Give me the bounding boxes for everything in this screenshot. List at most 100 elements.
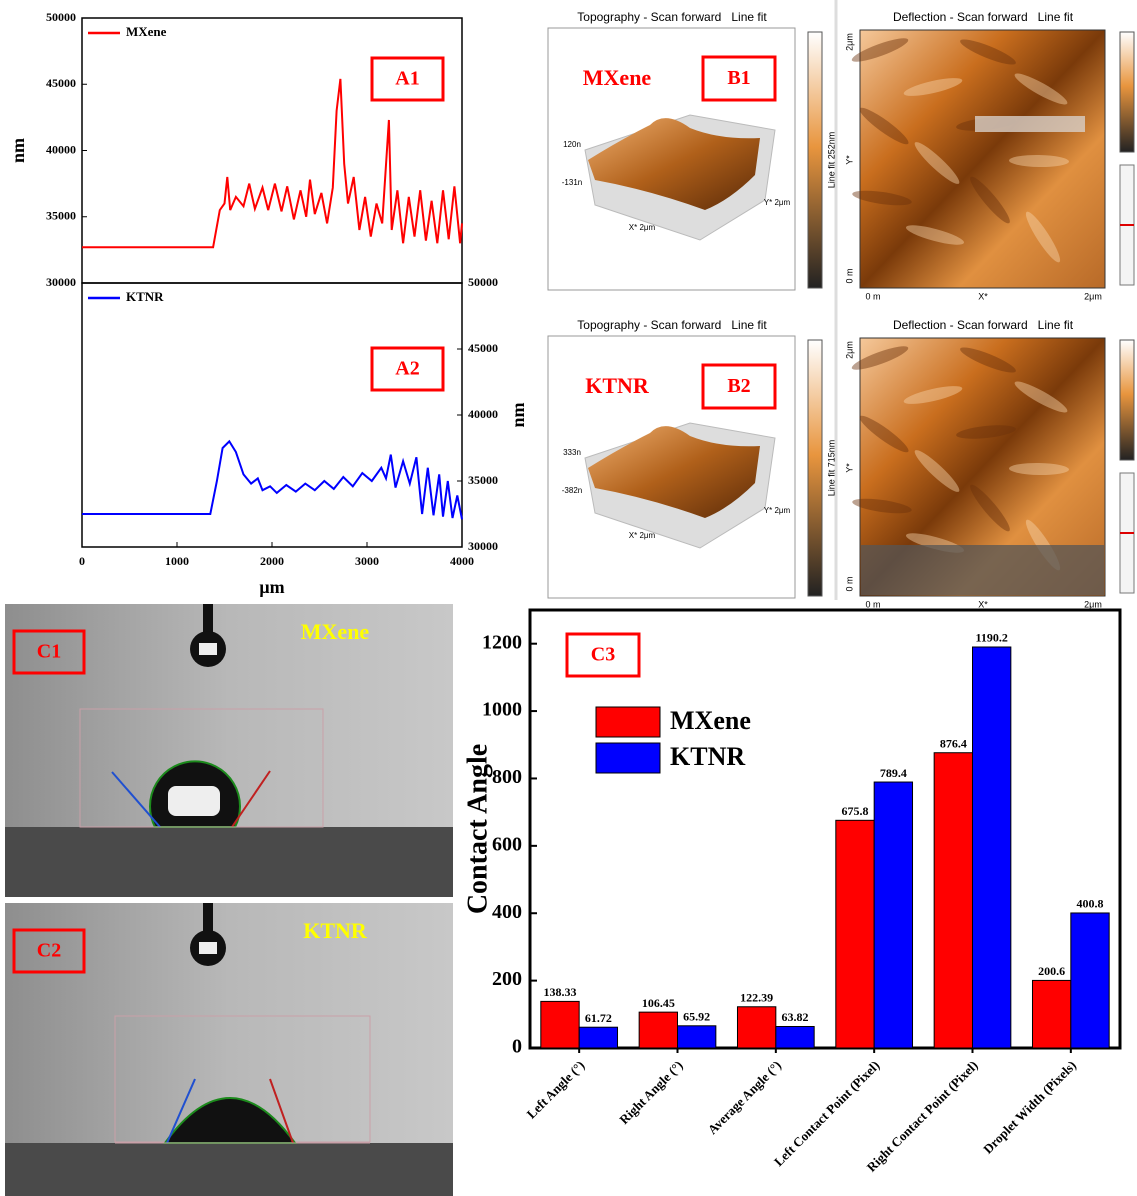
x-tick-label: 1000 (165, 554, 189, 568)
y-tick-label: 400 (492, 901, 522, 923)
bar (776, 1026, 814, 1048)
y-axis-label: Contact Angle (462, 744, 493, 914)
substrate (5, 1143, 453, 1196)
y-tick-label: 1000 (482, 699, 522, 721)
sample-label: KTNR (585, 373, 650, 398)
legend-label: MXene (670, 706, 751, 735)
axis-label: Y* 2μm (764, 506, 791, 515)
bar-value-label: 61.72 (585, 1011, 612, 1025)
y-tick-label: 30000 (468, 539, 498, 553)
figure: 3000035000400004500050000nmMXeneA1300003… (0, 0, 1137, 1196)
z-tick-label: 333n (563, 448, 581, 457)
y-tick-label: 1200 (482, 631, 522, 653)
bar-value-label: 106.45 (642, 996, 675, 1010)
scan-tick-label: 0 m (865, 291, 880, 301)
image-title: Topography - Scan forward Line fit (577, 10, 767, 24)
z-tick-label: -382n (562, 486, 582, 495)
y-tick-label: 30000 (46, 275, 76, 289)
bar-value-label: 400.8 (1077, 897, 1104, 911)
y-tick-label: 45000 (46, 76, 76, 90)
bar-value-label: 200.6 (1038, 964, 1065, 978)
bar (874, 782, 912, 1048)
bar (1032, 980, 1070, 1048)
image-title: Topography - Scan forward Line fit (577, 318, 767, 332)
bar (678, 1026, 716, 1048)
z-tick-label: 120n (563, 140, 581, 149)
colorbar (808, 340, 822, 596)
y-tick-label: 40000 (46, 142, 76, 156)
substrate (5, 827, 453, 897)
scan-tick-label: 2μm (844, 341, 854, 359)
scan-tick-label: 0 m (865, 599, 880, 609)
y-tick-label: 0 (512, 1036, 522, 1058)
scan-axis-label: Y* (844, 463, 854, 473)
bar (737, 1007, 775, 1048)
panel-label: B1 (727, 67, 750, 89)
panel-label: B2 (727, 375, 750, 397)
z-tick-label: -131n (562, 178, 582, 187)
scan-artifact (861, 545, 1104, 595)
axis-label: X* 2μm (629, 223, 656, 232)
panel-label: C3 (591, 644, 615, 666)
y-tick-label: 800 (492, 766, 522, 788)
bar-value-label: 63.82 (782, 1010, 809, 1024)
needle (203, 604, 213, 634)
panel-label: A1 (395, 68, 419, 90)
bar-value-label: 122.39 (740, 991, 773, 1005)
bar-value-label: 65.92 (683, 1010, 710, 1024)
x-tick-label: 2000 (260, 554, 284, 568)
sample-label: KTNR (303, 918, 368, 943)
y-tick-label: 50000 (46, 10, 76, 24)
scan-axis-label: Y* (844, 155, 854, 165)
y-tick-label: 600 (492, 833, 522, 855)
axis-label: X* 2μm (629, 531, 656, 540)
bar-value-label: 876.4 (940, 736, 967, 750)
panel-label: A2 (395, 358, 419, 380)
drop-highlight (199, 643, 217, 655)
y-tick-label: 40000 (468, 407, 498, 421)
bar (579, 1027, 617, 1048)
axis-label: Y* 2μm (764, 198, 791, 207)
bar-value-label: 1190.2 (976, 631, 1008, 645)
needle (203, 903, 213, 933)
sample-label: MXene (301, 619, 370, 644)
colorbar (808, 32, 822, 288)
legend-label: MXene (126, 24, 167, 39)
sample-label: MXene (583, 65, 652, 90)
scan-tick-label: 2μm (1084, 599, 1102, 609)
scan-tick-label: 0 m (844, 268, 854, 283)
y-tick-label: 200 (492, 968, 522, 990)
colorbar-label: Line fit 252nm (826, 132, 836, 189)
legend-label: KTNR (670, 742, 745, 771)
page: {"chart_data": [ {"type": "line", "annot… (0, 0, 1137, 1196)
bar-value-label: 675.8 (841, 804, 868, 818)
bar (541, 1001, 579, 1048)
panel-label: C1 (37, 641, 61, 663)
bar (1071, 913, 1109, 1048)
drop-highlight (199, 942, 217, 954)
bar (973, 647, 1011, 1048)
bar-value-label: 138.33 (543, 985, 576, 999)
image-title: Deflection - Scan forward Line fit (893, 318, 1074, 332)
colorbar-label: Line fit 715nm (826, 440, 836, 497)
x-tick-label: 4000 (450, 554, 474, 568)
scan-tick-label: 0 m (844, 576, 854, 591)
y-tick-label: 35000 (468, 473, 498, 487)
colorbar (1120, 32, 1134, 152)
scan-tick-label: 2μm (844, 33, 854, 51)
legend-label: KTNR (126, 289, 164, 304)
scan-artifact (975, 116, 1085, 132)
bar-value-label: 789.4 (880, 766, 907, 780)
image-title: Deflection - Scan forward Line fit (893, 10, 1074, 24)
scan-axis-label: X* (978, 599, 988, 609)
deflection-image (860, 30, 1105, 288)
y-tick-label: 35000 (46, 209, 76, 223)
bar (836, 820, 874, 1048)
legend-swatch (596, 743, 660, 773)
scan-tick-label: 2μm (1084, 291, 1102, 301)
panel-label: C2 (37, 940, 61, 962)
scan-axis-label: X* (978, 291, 988, 301)
y-axis-label: nm (508, 402, 528, 427)
y-tick-label: 45000 (468, 341, 498, 355)
x-tick-label: 3000 (355, 554, 379, 568)
